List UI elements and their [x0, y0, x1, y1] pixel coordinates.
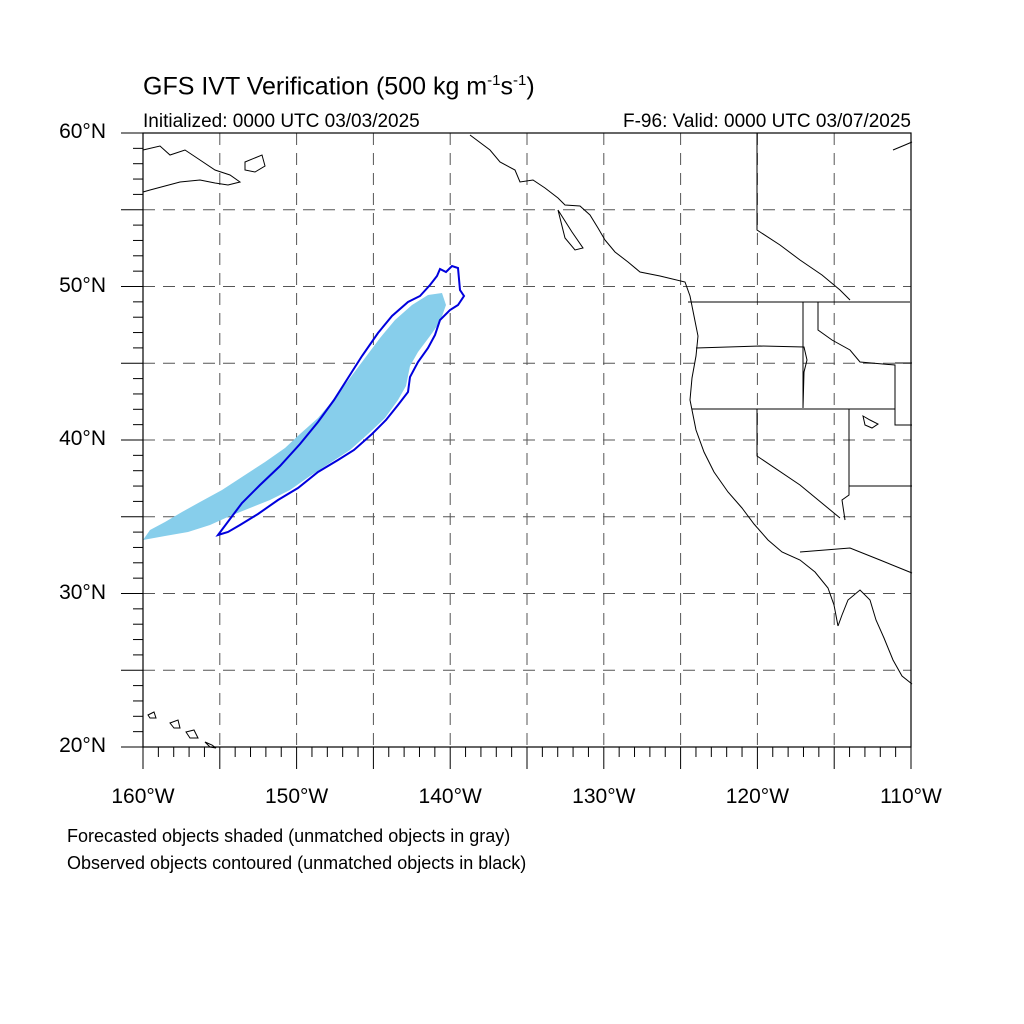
latitude-label: 60°N: [59, 120, 106, 143]
map-title: GFS IVT Verification (500 kg m-1s-1): [143, 72, 535, 101]
coastlines: [142, 134, 913, 749]
state-borders: [688, 133, 913, 574]
longitude-label: 140°W: [418, 785, 482, 808]
axis-ticks: [121, 132, 912, 769]
observed-object-contour: [215, 264, 466, 537]
valid-label: F-96: Valid: 0000 UTC 03/07/2025: [623, 111, 911, 132]
forecast-note: Forecasted objects shaded (unmatched obj…: [67, 826, 511, 846]
forecast-object: [143, 293, 446, 540]
grid-lines: [143, 133, 911, 747]
latitude-label: 50°N: [59, 273, 106, 297]
map-frame: [142, 132, 912, 748]
latitude-label: 20°N: [59, 734, 106, 757]
latitude-label: 30°N: [59, 580, 106, 604]
initialized-label: Initialized: 0000 UTC 03/03/2025: [143, 111, 420, 132]
longitude-label: 120°W: [725, 785, 790, 808]
longitude-label: 150°W: [264, 785, 329, 808]
observed-note: Observed objects contoured (unmatched ob…: [67, 853, 527, 873]
latitude-label: 40°N: [59, 427, 106, 450]
longitude-label: 160°W: [111, 785, 175, 808]
longitude-label: 130°W: [572, 785, 636, 808]
longitude-label: 110°W: [880, 785, 942, 808]
